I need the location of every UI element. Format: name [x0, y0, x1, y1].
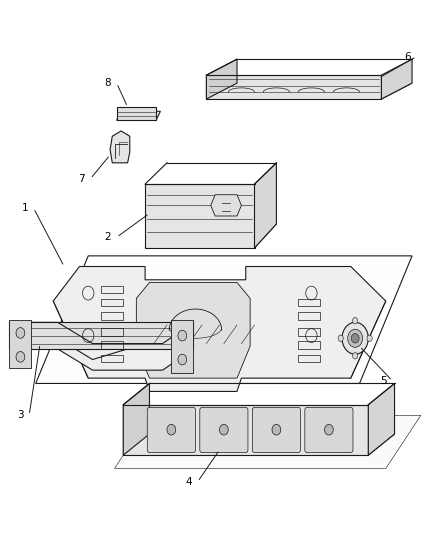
Text: 3: 3	[17, 410, 24, 421]
Circle shape	[341, 322, 367, 354]
Bar	[297, 355, 319, 362]
Circle shape	[219, 424, 228, 435]
Bar	[297, 312, 319, 320]
Circle shape	[324, 424, 332, 435]
Polygon shape	[381, 59, 411, 99]
Circle shape	[337, 335, 343, 342]
Bar	[101, 342, 123, 349]
Polygon shape	[145, 184, 254, 248]
Polygon shape	[10, 320, 31, 368]
FancyBboxPatch shape	[304, 407, 352, 453]
Circle shape	[16, 328, 25, 338]
Polygon shape	[123, 405, 367, 455]
Circle shape	[352, 318, 357, 324]
Polygon shape	[206, 59, 237, 99]
Text: 6: 6	[403, 52, 410, 61]
Text: 1: 1	[21, 203, 28, 213]
FancyBboxPatch shape	[147, 407, 195, 453]
Circle shape	[347, 329, 362, 348]
Polygon shape	[206, 83, 411, 99]
Polygon shape	[123, 383, 149, 455]
Polygon shape	[171, 320, 193, 373]
Polygon shape	[110, 131, 130, 163]
Bar	[297, 299, 319, 306]
FancyBboxPatch shape	[199, 407, 247, 453]
Circle shape	[272, 424, 280, 435]
Circle shape	[16, 352, 25, 362]
Polygon shape	[35, 256, 411, 383]
Polygon shape	[210, 195, 241, 216]
Text: 2: 2	[104, 232, 111, 243]
Polygon shape	[206, 75, 381, 99]
Bar	[101, 286, 123, 293]
Polygon shape	[254, 163, 276, 248]
Polygon shape	[145, 224, 276, 248]
Circle shape	[177, 354, 186, 365]
Polygon shape	[53, 266, 385, 391]
Circle shape	[350, 334, 358, 343]
Circle shape	[366, 335, 371, 342]
Polygon shape	[136, 282, 250, 378]
Polygon shape	[10, 338, 193, 370]
Polygon shape	[123, 434, 394, 455]
Text: 4: 4	[185, 477, 192, 487]
Circle shape	[177, 330, 186, 341]
Text: 5: 5	[379, 376, 386, 386]
Bar	[101, 355, 123, 362]
Bar	[101, 312, 123, 320]
Polygon shape	[117, 111, 160, 120]
Polygon shape	[367, 383, 394, 455]
Bar	[101, 328, 123, 336]
Bar	[101, 299, 123, 306]
Polygon shape	[117, 107, 155, 120]
Bar	[297, 328, 319, 336]
Text: 8: 8	[104, 78, 111, 88]
FancyBboxPatch shape	[252, 407, 300, 453]
Polygon shape	[114, 415, 420, 469]
Text: 7: 7	[78, 174, 85, 184]
Bar	[297, 342, 319, 349]
Circle shape	[352, 353, 357, 359]
Circle shape	[166, 424, 175, 435]
Polygon shape	[10, 322, 193, 349]
